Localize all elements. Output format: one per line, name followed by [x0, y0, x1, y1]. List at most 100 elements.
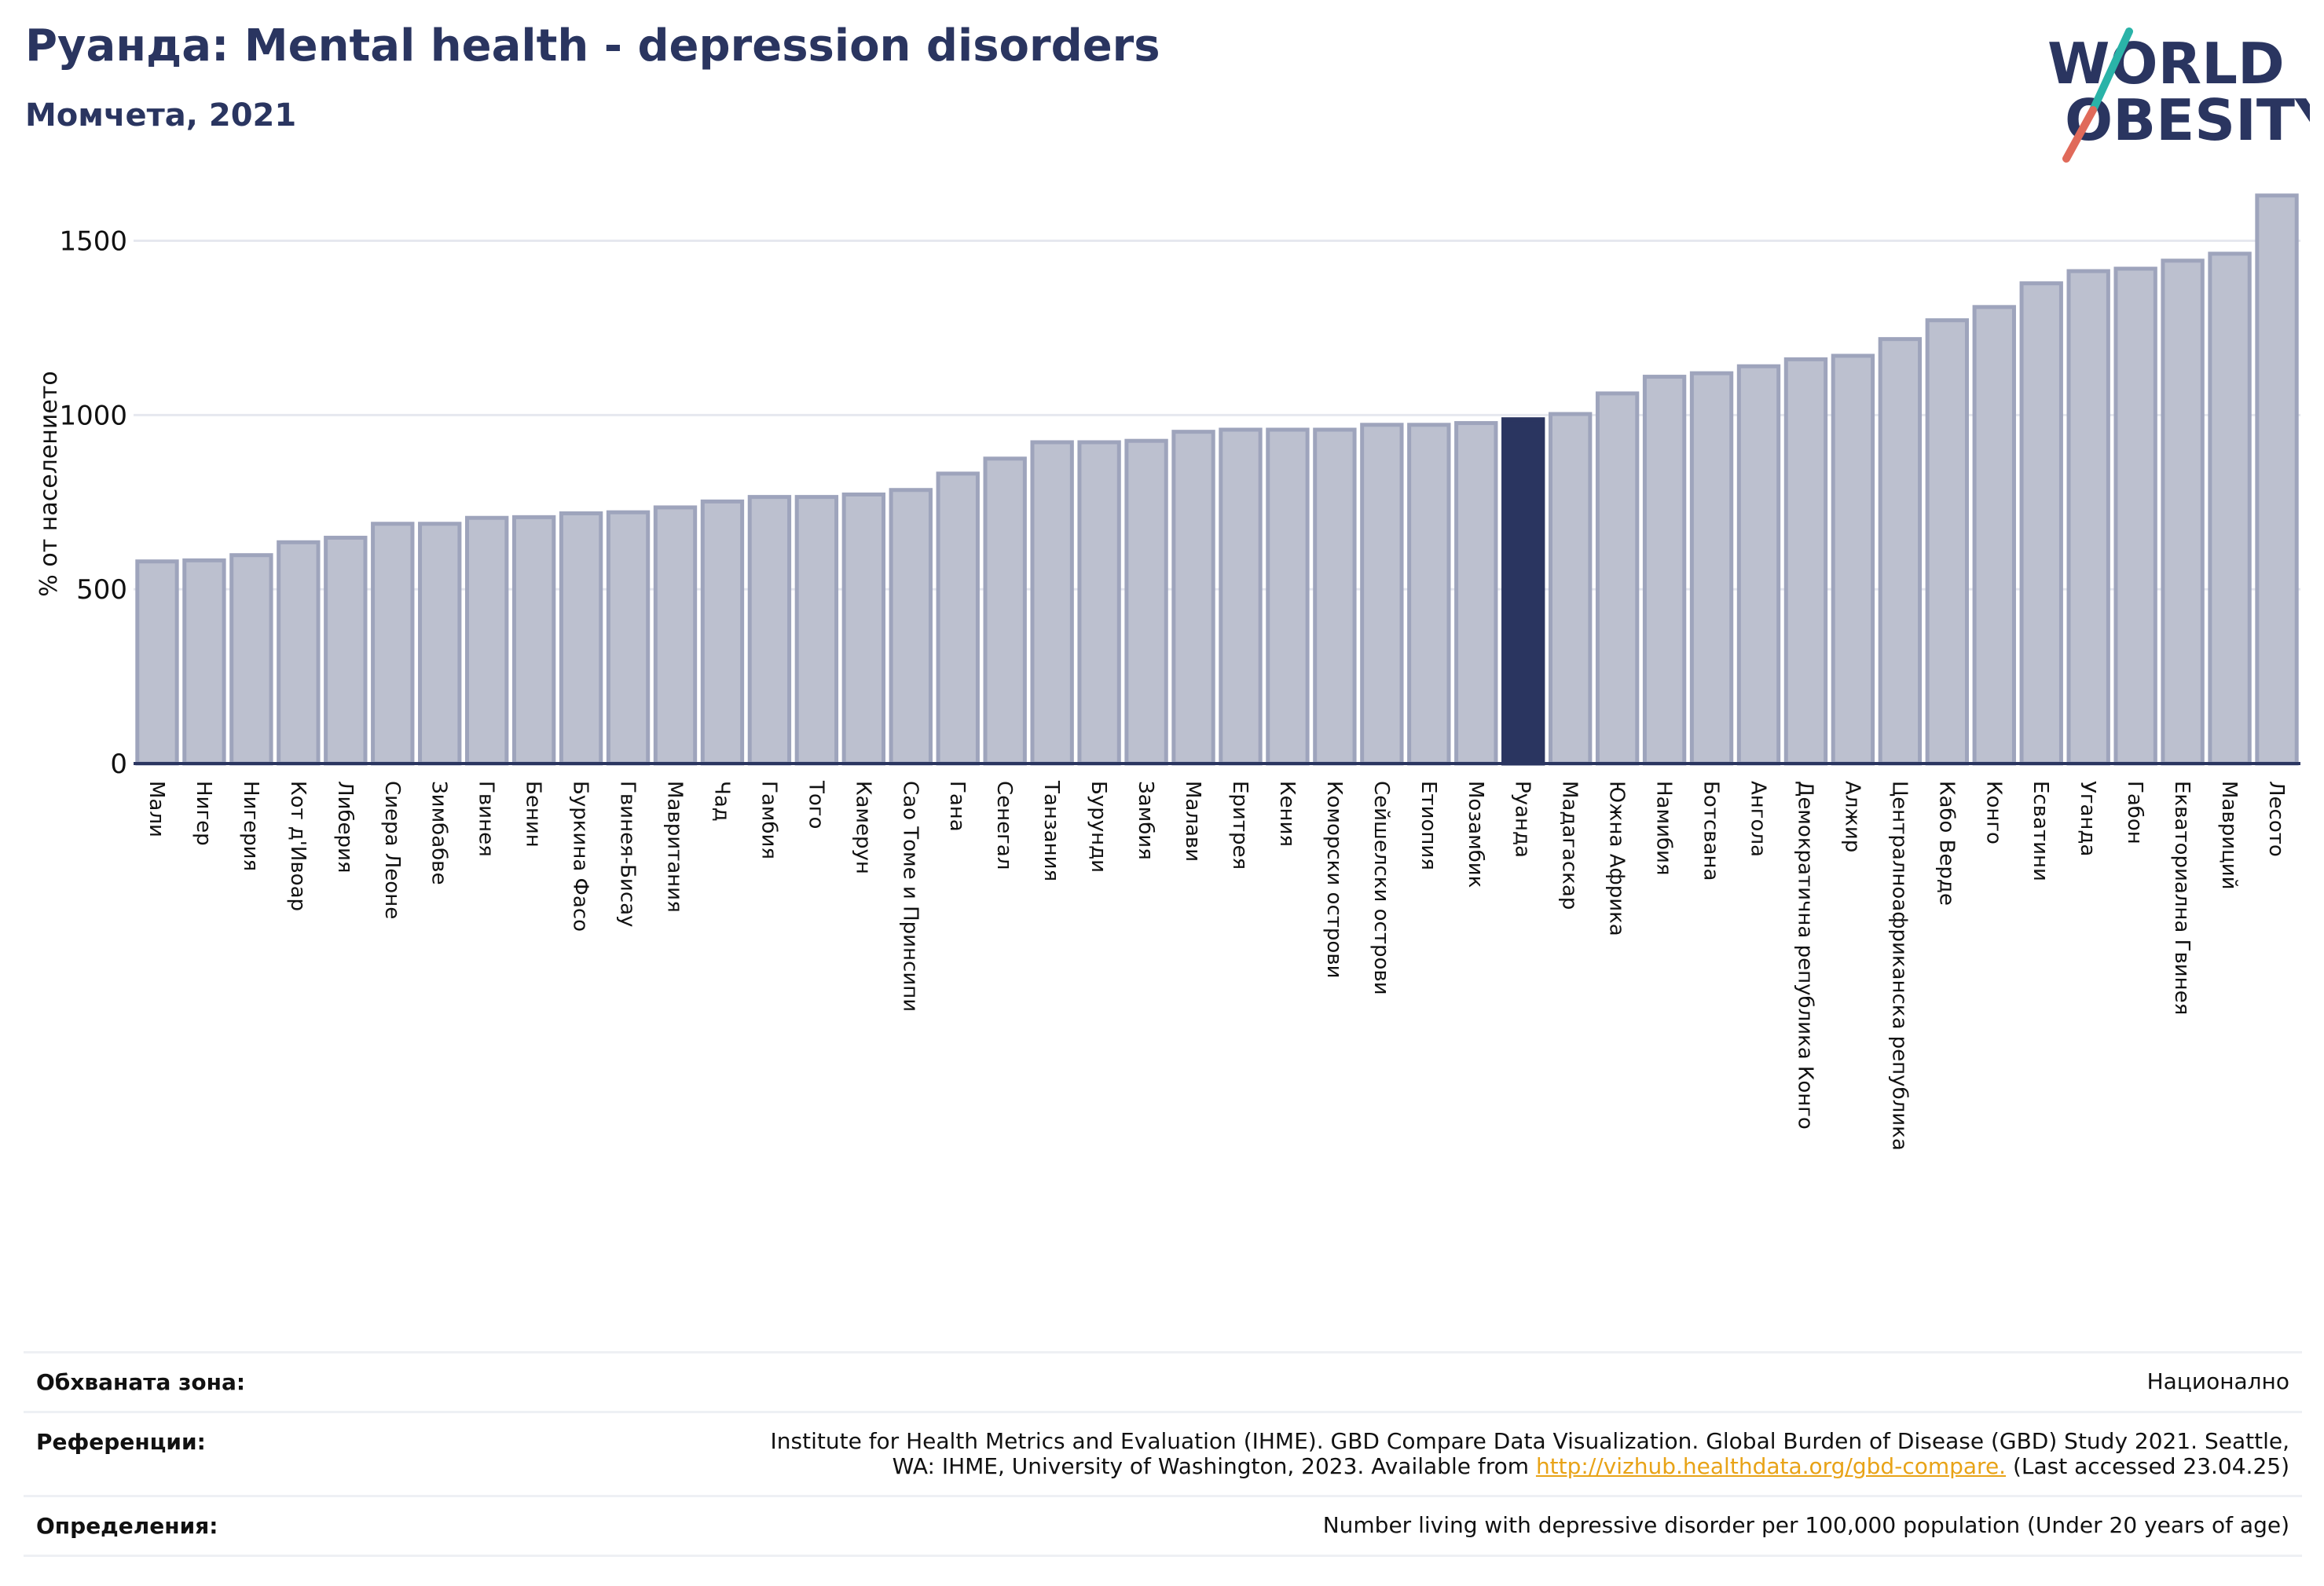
bar[interactable]: [1831, 353, 1875, 766]
bar[interactable]: [2113, 266, 2157, 766]
bar[interactable]: [606, 510, 651, 766]
x-tick-label: Ангола: [1747, 781, 1770, 857]
bar[interactable]: [371, 522, 415, 766]
x-tick-label: Сиера Леоне: [380, 781, 404, 919]
bar[interactable]: [889, 488, 933, 766]
bar[interactable]: [135, 559, 179, 766]
x-tick-label: Чад: [709, 781, 733, 822]
x-tick-label: Замбия: [1134, 781, 1157, 860]
bar[interactable]: [2066, 269, 2110, 766]
bar[interactable]: [418, 522, 462, 766]
x-tick-label: Южна Африка: [1605, 781, 1629, 936]
reference-text-3: (Last accessed 23.04.25): [2012, 1453, 2289, 1479]
chart-title: Руанда: Mental health - depression disor…: [25, 20, 1160, 71]
x-tick-label: Етиопия: [1417, 781, 1440, 870]
area-label: Обхваната зона:: [36, 1369, 246, 1395]
x-tick-label: Кот д'Ивоар: [286, 781, 310, 911]
bar[interactable]: [700, 499, 745, 766]
x-tick-label: Бенин: [522, 781, 545, 848]
bar[interactable]: [983, 456, 1027, 766]
meta-row-definitions: Определения: Number living with depressi…: [24, 1495, 2302, 1557]
definitions-label: Определения:: [36, 1513, 218, 1539]
bar[interactable]: [559, 511, 603, 766]
y-tick-label: 1000: [59, 400, 127, 431]
logo-red-slash: [2062, 106, 2097, 163]
x-tick-label: Уганда: [2076, 781, 2099, 856]
logo-teal-slash: [2089, 27, 2133, 114]
x-tick-label: Сао Томе и Принсипи: [898, 781, 922, 1012]
bar[interactable]: [182, 558, 226, 766]
bar[interactable]: [1642, 375, 1687, 766]
y-axis-label: % от населението: [35, 371, 63, 596]
bar[interactable]: [1548, 412, 1593, 766]
bar[interactable]: [1972, 305, 2016, 766]
bar[interactable]: [229, 553, 273, 766]
bar[interactable]: [2255, 193, 2299, 766]
x-tick-label: Лесото: [2264, 781, 2288, 857]
bar[interactable]: [1171, 430, 1215, 766]
x-tick-label: Руанда: [1511, 781, 1534, 858]
x-tick-label: Алжир: [1840, 781, 1864, 852]
bar[interactable]: [1689, 371, 1734, 766]
meta-row-area: Обхваната зона: Национално: [24, 1351, 2302, 1411]
x-tick-label: Еритрея: [1228, 781, 1252, 870]
bar[interactable]: [936, 471, 980, 766]
reference-text-1: Institute for Health Metrics and Evaluat…: [770, 1428, 2289, 1454]
bar[interactable]: [1219, 427, 1263, 766]
bar[interactable]: [511, 515, 556, 766]
area-value: Национално: [2146, 1368, 2289, 1394]
x-tick-label: Мозамбик: [1464, 781, 1487, 888]
y-axis-ticks: 0 500 1000 1500: [59, 226, 127, 780]
bar[interactable]: [1878, 337, 1923, 766]
bar[interactable]: [1266, 427, 1310, 766]
bar[interactable]: [2019, 281, 2063, 766]
bar[interactable]: [1407, 423, 1451, 766]
bar-chart: 0 500 1000 1500 % от населението Мали Нигер Н…: [35, 193, 2300, 1151]
x-tick-label: Гвинея-Бисау: [616, 781, 640, 927]
logo-line1: WORLD: [2047, 31, 2285, 97]
x-tick-label: Конго: [1981, 781, 2005, 844]
x-tick-label: Кения: [1275, 781, 1299, 847]
world-obesity-logo: WORLD OBESITY: [2047, 27, 2310, 163]
definitions-value: Number living with depressive disorder p…: [1322, 1512, 2289, 1538]
bar[interactable]: [1736, 364, 1781, 766]
x-tick-label: Танзания: [1039, 780, 1063, 881]
bar[interactable]: [2161, 258, 2205, 766]
y-tick-label: 1500: [59, 226, 127, 258]
x-tick-label: Екваториална Гвинея: [2170, 781, 2194, 1015]
references-value: Institute for Health Metrics and Evaluat…: [771, 1429, 2289, 1479]
bar[interactable]: [1077, 440, 1121, 766]
metadata-table: Обхваната зона: Национално Референции: I…: [24, 1351, 2302, 1557]
bar[interactable]: [794, 495, 839, 766]
x-tick-label: Кабо Верде: [1934, 781, 1958, 906]
bar[interactable]: [653, 505, 698, 766]
bar[interactable]: [1595, 391, 1640, 766]
bar[interactable]: [1501, 417, 1545, 766]
bar[interactable]: [324, 536, 368, 766]
bar[interactable]: [841, 493, 886, 766]
bar[interactable]: [1454, 421, 1498, 766]
x-tick-label: Коморски острови: [1322, 781, 1346, 979]
bar[interactable]: [1925, 318, 1970, 766]
x-tick-label: Малави: [1181, 781, 1204, 862]
bar[interactable]: [277, 540, 321, 766]
x-tick-label: Буркина Фасо: [569, 781, 592, 932]
bar[interactable]: [2208, 251, 2252, 766]
x-tick-label: Гвинея: [475, 781, 498, 857]
bar[interactable]: [1124, 438, 1168, 766]
bar[interactable]: [1360, 423, 1404, 766]
x-tick-label: Ботсвана: [1699, 781, 1723, 881]
x-tick-label: Бурунди: [1087, 781, 1110, 873]
bar[interactable]: [747, 495, 792, 766]
x-tick-label: Сенегал: [992, 781, 1016, 870]
x-tick-label: Сейшелски острови: [1369, 781, 1393, 995]
x-tick-label: Есватини: [2029, 781, 2052, 881]
x-tick-label: Мавритания: [663, 781, 687, 913]
meta-row-references: Референции: Institute for Health Metrics…: [24, 1411, 2302, 1495]
reference-link[interactable]: http://vizhub.healthdata.org/gbd-compare…: [1535, 1453, 2007, 1479]
y-tick-label: 500: [76, 574, 127, 606]
bar[interactable]: [464, 515, 509, 766]
bar[interactable]: [1313, 427, 1357, 766]
bar[interactable]: [1783, 357, 1828, 766]
bar[interactable]: [1030, 440, 1074, 766]
